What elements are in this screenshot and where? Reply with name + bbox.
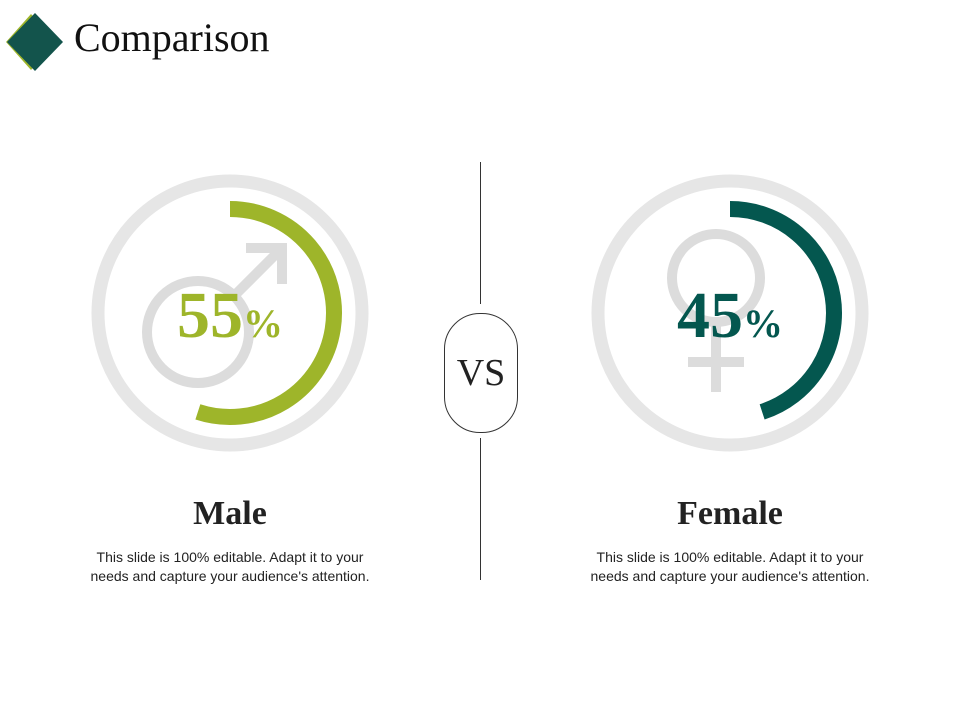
female-gauge-graphic xyxy=(591,174,869,452)
male-percent-symbol: % xyxy=(243,301,283,346)
diamond-icon xyxy=(6,13,63,71)
male-description: This slide is 100% editable. Adapt it to… xyxy=(90,549,370,584)
female-description: This slide is 100% editable. Adapt it to… xyxy=(590,549,870,584)
page-title: Comparison xyxy=(74,15,270,60)
title-bar: Comparison xyxy=(0,0,960,80)
male-gauge-ring xyxy=(91,174,369,452)
vs-badge: VS xyxy=(444,313,518,433)
male-label: Male xyxy=(193,495,267,532)
male-symbol-icon xyxy=(142,243,287,388)
female-percent-symbol: % xyxy=(743,301,783,346)
female-gauge: 45% xyxy=(580,170,880,470)
female-label: Female xyxy=(677,495,783,532)
male-gauge-graphic xyxy=(91,174,369,452)
divider-top xyxy=(480,162,481,304)
female-symbol-icon xyxy=(667,229,765,392)
male-gauge: 55% xyxy=(80,170,380,470)
female-gauge-ring xyxy=(591,174,869,452)
male-percent-number: 55 xyxy=(177,279,243,352)
male-progress-arc xyxy=(195,201,342,425)
male-percentage: 55% xyxy=(80,276,380,373)
female-progress-arc xyxy=(729,201,842,420)
divider-bottom xyxy=(480,438,481,580)
female-percentage: 45% xyxy=(580,276,880,373)
female-percent-number: 45 xyxy=(677,279,743,352)
